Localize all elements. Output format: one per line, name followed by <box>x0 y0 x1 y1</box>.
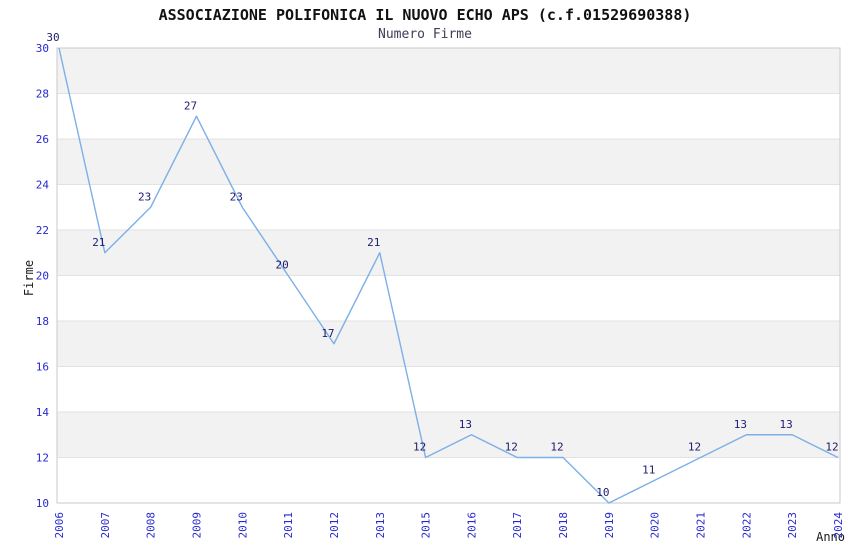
x-tick-label: 2023 <box>786 512 799 539</box>
data-point-label: 12 <box>825 441 838 454</box>
y-tick-label: 14 <box>36 406 50 419</box>
x-tick-label: 2019 <box>603 512 616 539</box>
grid-band <box>57 139 840 185</box>
x-axis-title: Anno <box>816 530 845 544</box>
y-tick-label: 20 <box>36 270 49 283</box>
data-point-label: 27 <box>184 99 197 112</box>
data-point-label: 13 <box>780 418 793 431</box>
data-point-label: 10 <box>596 486 609 499</box>
y-tick-label: 24 <box>36 179 50 192</box>
data-point-label: 12 <box>505 441 518 454</box>
x-tick-label: 2010 <box>236 512 249 539</box>
x-tick-label: 2022 <box>740 512 753 539</box>
data-point-label: 30 <box>46 31 59 44</box>
x-tick-label: 2008 <box>145 512 158 539</box>
x-tick-label: 2018 <box>557 512 570 539</box>
x-tick-label: 2015 <box>420 512 433 539</box>
data-point-label: 11 <box>642 463 655 476</box>
x-tick-label: 2016 <box>465 512 478 539</box>
y-tick-label: 18 <box>36 315 49 328</box>
plot-border <box>56 47 841 504</box>
x-tick-label: 2012 <box>328 512 341 539</box>
x-tick-label: 2011 <box>282 512 295 539</box>
data-line <box>58 47 839 504</box>
grid-band <box>57 48 840 94</box>
x-tick-label: 2017 <box>511 512 524 539</box>
data-point-label: 23 <box>138 190 151 203</box>
y-tick-label: 28 <box>36 88 49 101</box>
data-point-label: 13 <box>459 418 472 431</box>
x-tick-label: 2024 <box>832 512 845 539</box>
x-tick-label: 2006 <box>53 512 66 539</box>
y-tick-label: 12 <box>36 452 49 465</box>
data-point-label: 12 <box>688 441 701 454</box>
data-point-label: 13 <box>734 418 747 431</box>
y-tick-label: 22 <box>36 224 49 237</box>
x-tick-label: 2013 <box>374 512 387 539</box>
x-tick-label: 2009 <box>190 512 203 539</box>
chart-title: ASSOCIAZIONE POLIFONICA IL NUOVO ECHO AP… <box>158 6 692 24</box>
grid-band <box>57 412 840 458</box>
x-tick-label: 2021 <box>695 512 708 539</box>
y-tick-label: 16 <box>36 361 49 374</box>
data-point-label: 12 <box>413 441 426 454</box>
data-point-label: 21 <box>367 236 380 249</box>
data-point-label: 12 <box>550 441 563 454</box>
x-tick-label: 2007 <box>99 512 112 539</box>
y-tick-label: 26 <box>36 133 49 146</box>
y-tick-label: 30 <box>36 42 49 55</box>
x-tick-label: 2020 <box>649 512 662 539</box>
data-point-label: 20 <box>275 259 288 272</box>
data-point-label: 21 <box>92 236 105 249</box>
y-tick-label: 10 <box>36 497 49 510</box>
data-point-label: 23 <box>230 190 243 203</box>
grid-band <box>57 230 840 276</box>
grid-band <box>57 321 840 367</box>
data-point-label: 17 <box>321 327 334 340</box>
chart-subtitle: Numero Firme <box>378 27 472 42</box>
